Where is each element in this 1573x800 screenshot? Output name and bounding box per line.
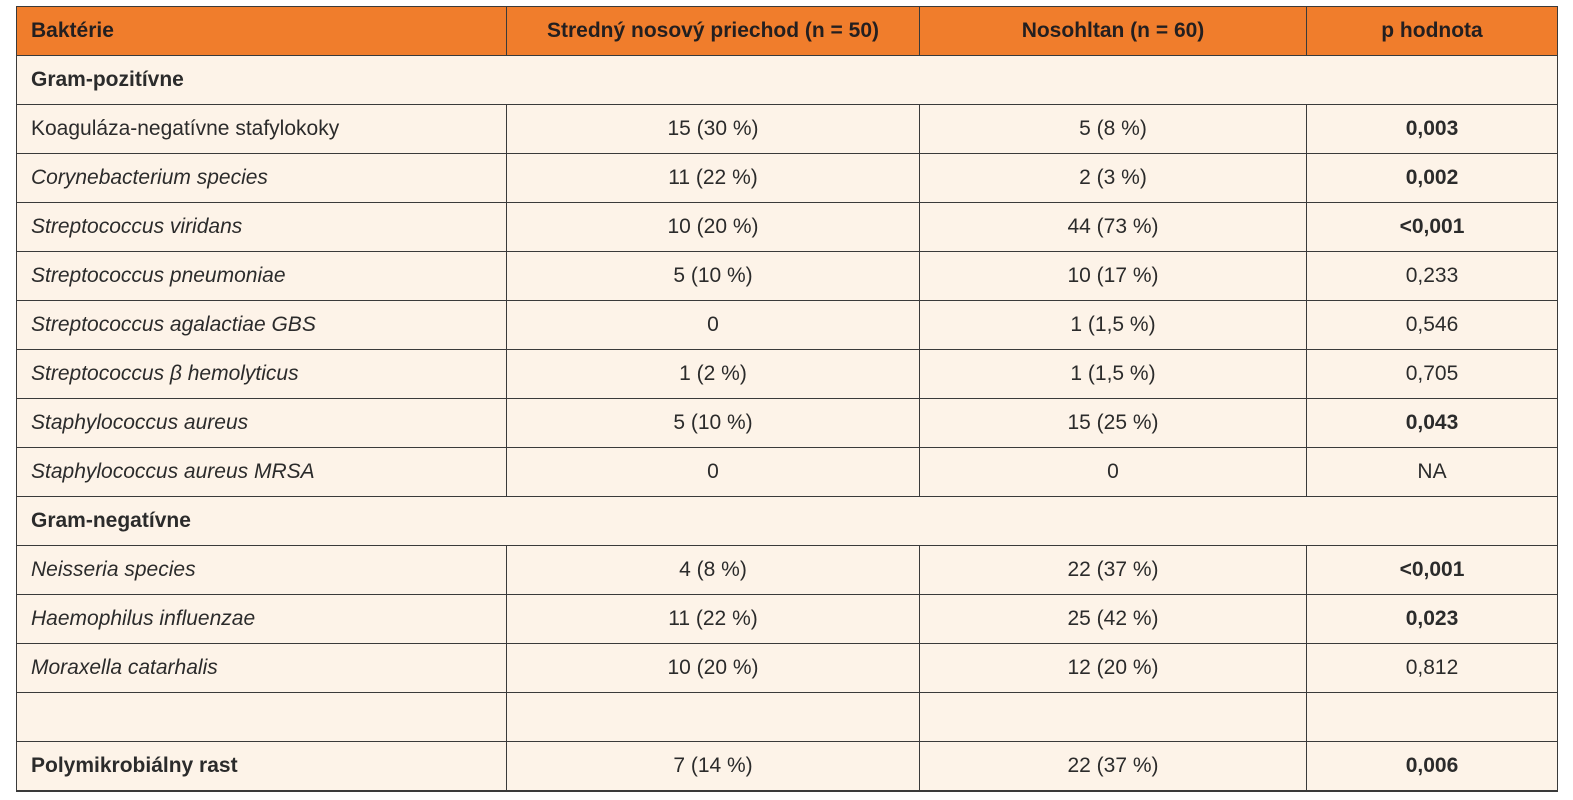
bacteria-name: Streptococcus pneumoniae [16,251,507,301]
header-nasopharynx: Nosohltan (n = 60) [919,6,1307,56]
nasal-value: 0 [506,300,920,350]
nasal-value: 15 (30 %) [506,104,920,154]
table-header-row: Baktérie Stredný nosový priechod (n = 50… [16,6,1558,56]
table-row: Staphylococcus aureus MRSA 0 0 NA [16,447,1558,497]
table-row: Streptococcus pneumoniae 5 (10 %) 10 (17… [16,251,1558,301]
bacteria-name: Staphylococcus aureus MRSA [16,447,507,497]
table-row: Streptococcus agalactiae GBS 0 1 (1,5 %)… [16,300,1558,350]
nasopharynx-value: 44 (73 %) [919,202,1307,252]
empty-cell [16,692,507,742]
table-row: Neisseria species 4 (8 %) 22 (37 %) <0,0… [16,545,1558,595]
nasal-value: 0 [506,447,920,497]
p-value: NA [1306,447,1558,497]
bacteria-name: Streptococcus viridans [16,202,507,252]
table-row: Staphylococcus aureus 5 (10 %) 15 (25 %)… [16,398,1558,448]
nasal-value: 4 (8 %) [506,545,920,595]
nasopharynx-value: 12 (20 %) [919,643,1307,693]
nasal-value: 10 (20 %) [506,643,920,693]
table-row: Moraxella catarhalis 10 (20 %) 12 (20 %)… [16,643,1558,693]
p-value: 0,812 [1306,643,1558,693]
section-row-gram-negative: Gram-negatívne [16,496,1558,546]
empty-cell [506,692,920,742]
empty-row [16,692,1558,742]
p-value: 0,006 [1306,741,1558,792]
bacteria-name: Koaguláza-negatívne stafylokoky [16,104,507,154]
bacteria-table: Baktérie Stredný nosový priechod (n = 50… [16,6,1558,792]
bacteria-name: Corynebacterium species [16,153,507,203]
p-value: <0,001 [1306,545,1558,595]
nasopharynx-value: 5 (8 %) [919,104,1307,154]
p-value: 0,023 [1306,594,1558,644]
p-value: 0,003 [1306,104,1558,154]
p-value: <0,001 [1306,202,1558,252]
nasal-value: 5 (10 %) [506,398,920,448]
nasopharynx-value: 10 (17 %) [919,251,1307,301]
table-container: Baktérie Stredný nosový priechod (n = 50… [16,6,1558,792]
table-row: Koaguláza-negatívne stafylokoky 15 (30 %… [16,104,1558,154]
bacteria-name: Moraxella catarhalis [16,643,507,693]
nasal-value: 11 (22 %) [506,153,920,203]
nasal-value: 1 (2 %) [506,349,920,399]
header-nasal-passage: Stredný nosový priechod (n = 50) [506,6,920,56]
table-row: Corynebacterium species 11 (22 %) 2 (3 %… [16,153,1558,203]
nasopharynx-value: 22 (37 %) [919,545,1307,595]
header-bacteria: Baktérie [16,6,507,56]
p-value: 0,705 [1306,349,1558,399]
p-value: 0,546 [1306,300,1558,350]
nasopharynx-value: 2 (3 %) [919,153,1307,203]
nasopharynx-value: 22 (37 %) [919,741,1307,792]
table-row: Streptococcus viridans 10 (20 %) 44 (73 … [16,202,1558,252]
empty-cell [919,692,1307,742]
section-label: Gram-negatívne [16,496,1558,546]
bacteria-name: Staphylococcus aureus [16,398,507,448]
nasal-value: 11 (22 %) [506,594,920,644]
bacteria-name: Neisseria species [16,545,507,595]
nasopharynx-value: 0 [919,447,1307,497]
table-row: Haemophilus influenzae 11 (22 %) 25 (42 … [16,594,1558,644]
total-row: Polymikrobiálny rast 7 (14 %) 22 (37 %) … [16,741,1558,792]
nasopharynx-value: 15 (25 %) [919,398,1307,448]
total-label: Polymikrobiálny rast [16,741,507,792]
nasopharynx-value: 1 (1,5 %) [919,349,1307,399]
empty-cell [1306,692,1558,742]
section-label: Gram-pozitívne [16,55,1558,105]
p-value: 0,043 [1306,398,1558,448]
nasal-value: 10 (20 %) [506,202,920,252]
nasopharynx-value: 1 (1,5 %) [919,300,1307,350]
nasal-value: 5 (10 %) [506,251,920,301]
section-row-gram-positive: Gram-pozitívne [16,55,1558,105]
table-row: Streptococcus β hemolyticus 1 (2 %) 1 (1… [16,349,1558,399]
bacteria-name: Streptococcus β hemolyticus [16,349,507,399]
nasopharynx-value: 25 (42 %) [919,594,1307,644]
nasal-value: 7 (14 %) [506,741,920,792]
bacteria-name: Haemophilus influenzae [16,594,507,644]
header-p-value: p hodnota [1306,6,1558,56]
p-value: 0,002 [1306,153,1558,203]
p-value: 0,233 [1306,251,1558,301]
bacteria-name: Streptococcus agalactiae GBS [16,300,507,350]
